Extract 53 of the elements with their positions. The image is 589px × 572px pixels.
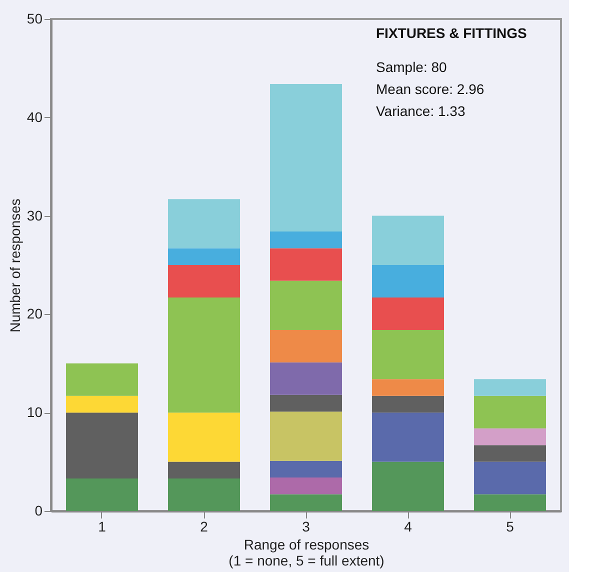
bar: [270, 362, 342, 395]
y-tick-label: 20: [26, 306, 43, 322]
annotation: Mean score: 2.96: [376, 81, 484, 97]
x-axis-title: Range of responses (1 = none, 5 = full extent): [228, 536, 384, 568]
bar: [66, 412, 138, 479]
x-tick-label: 3: [302, 518, 310, 534]
bar: [372, 379, 444, 396]
x-tick-label: 2: [200, 518, 208, 534]
bar: [474, 462, 546, 494]
y-axis-title: Number of responses: [6, 198, 23, 332]
bar: [270, 394, 342, 412]
y-tick-label: 30: [26, 207, 43, 224]
bar: [474, 494, 546, 511]
bar: [270, 494, 342, 511]
bar: [474, 428, 546, 446]
x-tick-label: 1: [98, 518, 106, 534]
y-tick-label: 0: [34, 502, 43, 518]
bar: [270, 232, 342, 248]
bar: [66, 478, 138, 511]
y-tick-label: 50: [26, 10, 43, 26]
bar: [168, 248, 240, 265]
bar: [168, 412, 240, 462]
bar: [372, 412, 444, 462]
bar: [372, 265, 444, 298]
annotation: Sample: 80: [376, 59, 448, 75]
bar: [270, 330, 342, 362]
bar: [270, 412, 342, 461]
x-tick-label: 4: [404, 518, 412, 534]
y-tick-label: 10: [26, 404, 43, 420]
bar: [372, 462, 444, 511]
bar: [168, 478, 240, 511]
annotation: Variance: 1.33: [376, 103, 466, 119]
bar: [168, 199, 240, 248]
bar: [168, 297, 240, 413]
bar: [474, 445, 546, 462]
bar: [474, 379, 546, 396]
bar: [270, 84, 342, 232]
bar: [270, 280, 342, 330]
bar: [66, 396, 138, 413]
y-tick-label: 40: [26, 108, 43, 125]
bar: [168, 265, 240, 298]
bar: [270, 478, 342, 494]
annotation: FIXTURES & FITTINGS: [376, 25, 527, 41]
bar: [168, 462, 240, 479]
bar: [270, 460, 342, 478]
bar: [474, 396, 546, 428]
bar: [66, 363, 138, 396]
bar: [372, 330, 444, 380]
bar: [372, 396, 444, 413]
bar: [270, 248, 342, 281]
bar: [372, 216, 444, 265]
bar: [372, 297, 444, 330]
x-tick-label: 5: [506, 518, 514, 534]
